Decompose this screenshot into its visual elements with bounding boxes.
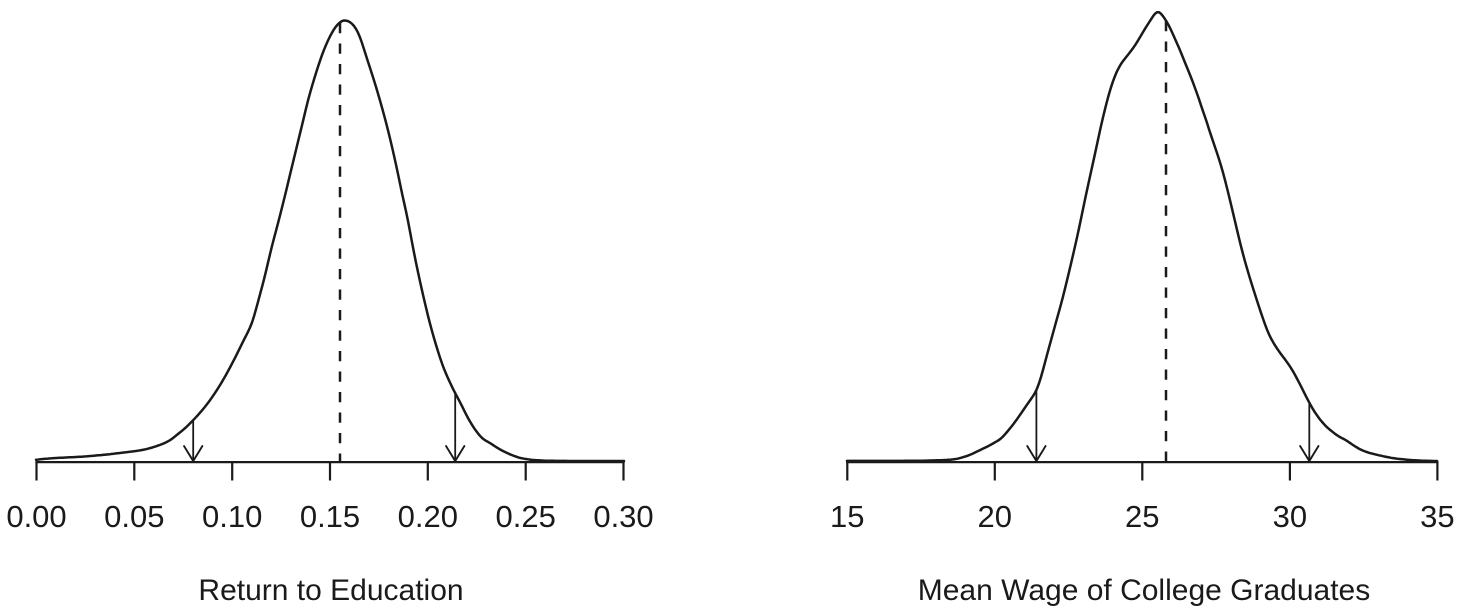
svg-text:20: 20 [978,499,1012,534]
svg-text:0.20: 0.20 [398,499,458,534]
svg-text:0.10: 0.10 [202,499,262,534]
svg-text:0.15: 0.15 [300,499,360,534]
svg-text:30: 30 [1273,499,1307,534]
svg-text:0.05: 0.05 [104,499,164,534]
svg-text:0.25: 0.25 [496,499,556,534]
svg-text:Mean Wage of College Graduates: Mean Wage of College Graduates [918,574,1370,607]
svg-text:25: 25 [1125,499,1159,534]
svg-text:15: 15 [830,499,864,534]
svg-text:0.30: 0.30 [593,499,653,534]
svg-text:35: 35 [1420,499,1454,534]
svg-text:0.00: 0.00 [6,499,66,534]
svg-text:Return to Education: Return to Education [198,574,463,607]
